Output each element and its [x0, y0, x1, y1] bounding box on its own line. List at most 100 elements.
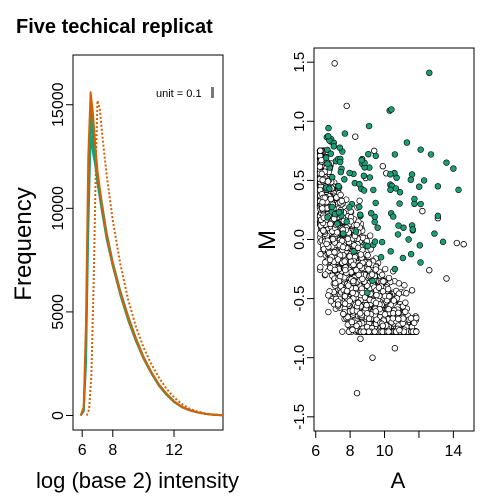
ma-highlighted-point — [350, 248, 357, 255]
ma-highlighted-point — [387, 171, 394, 178]
ma-cloud-point — [322, 271, 329, 278]
ma-cloud-point — [365, 260, 373, 267]
ma-cloud-point — [360, 328, 367, 335]
ma-cloud-point — [375, 284, 383, 291]
ma-cloud-point — [332, 280, 339, 287]
ma-highlighted-point — [407, 250, 415, 258]
frequency-y-axis: 0 5000 10000 15000 — [50, 82, 74, 420]
ma-cloud-point — [326, 256, 334, 263]
ma-highlighted-point — [337, 168, 344, 176]
frequency-x-tick-label: 6 — [78, 442, 87, 459]
ma-cloud-point — [343, 287, 351, 295]
ma-x-tick-label: 8 — [346, 443, 355, 460]
ma-cloud-point — [411, 319, 418, 327]
ma-highlighted-point — [377, 254, 385, 261]
ma-cloud-point — [317, 264, 324, 271]
ma-highlighted-point — [395, 222, 402, 229]
ma-cloud-point — [322, 259, 329, 266]
ma-highlighted-point — [394, 231, 402, 238]
ma-highlighted-point — [325, 133, 332, 140]
ma-highlighted-point — [391, 151, 399, 158]
ma-point — [340, 310, 347, 318]
ma-highlighted-point — [450, 165, 457, 172]
ma-cloud-point — [368, 271, 376, 278]
ma-cloud-point — [403, 290, 410, 297]
ma-cloud-point — [345, 282, 352, 289]
ma-x-axis: 6 8 10 14 — [311, 430, 462, 460]
frequency-plot-box — [72, 54, 224, 431]
ma-cloud-point — [355, 299, 362, 307]
ma-point — [426, 267, 433, 274]
ma-highlighted-point — [335, 182, 342, 190]
ma-highlighted-point — [392, 185, 400, 192]
ma-cloud-point — [396, 327, 403, 334]
ma-point — [334, 301, 342, 308]
ma-highlighted-point — [388, 106, 395, 113]
ma-highlighted-point — [426, 69, 433, 77]
frequency-y-tick-label: 0 — [50, 411, 67, 420]
ma-highlighted-point — [434, 183, 442, 190]
ma-highlighted-point — [369, 277, 376, 285]
ma-y-tick-label: 1.0 — [291, 111, 308, 132]
ma-highlighted-point — [322, 154, 330, 162]
ma-y-tick-label: -1.5 — [291, 404, 308, 430]
ma-point — [391, 345, 399, 352]
ma-highlighted-point — [326, 185, 333, 192]
ma-point — [352, 133, 359, 140]
ma-cloud-point — [334, 256, 342, 263]
ma-y-axis: -1.5 -1.0 -0.5 0.0 0.5 1.0 1.5 — [291, 52, 315, 430]
ma-cloud-point — [395, 280, 403, 287]
ma-highlighted-point — [324, 214, 331, 221]
ma-highlighted-point — [391, 265, 399, 273]
ma-highlighted-point — [357, 211, 364, 218]
ma-cloud-point — [329, 236, 337, 243]
ma-cloud-point — [407, 315, 415, 322]
ma-highlighted-point — [364, 242, 371, 250]
ma-highlighted-point — [370, 186, 377, 194]
ma-highlighted-point — [329, 203, 336, 211]
ma-cloud-point — [320, 227, 327, 234]
ma-highlighted-point — [352, 228, 360, 235]
ma-highlighted-point — [427, 151, 435, 158]
ma-cloud-point — [339, 328, 346, 335]
ma-highlighted-point — [387, 186, 394, 194]
ma-highlighted-point — [434, 212, 442, 220]
ma-highlighted-point — [371, 238, 379, 245]
frequency-x-tick-label: 12 — [165, 442, 183, 459]
ma-highlighted-point — [409, 226, 416, 233]
ma-highlighted-point — [346, 169, 353, 177]
ma-cloud-point — [327, 220, 334, 228]
ma-cloud-point — [319, 199, 326, 206]
ma-cloud-point — [402, 308, 409, 315]
ma-cloud-point — [344, 235, 352, 243]
ma-cloud-point — [390, 297, 398, 304]
ma-highlighted-point — [325, 124, 332, 132]
ma-highlighted-point — [336, 144, 343, 151]
ma-x-axis-label: A — [391, 468, 406, 493]
ma-highlighted-point — [416, 183, 423, 190]
ma-cloud-point — [385, 306, 392, 313]
ma-highlighted-point — [416, 242, 423, 249]
ma-highlighted-point — [443, 159, 450, 166]
ma-cloud-point — [341, 300, 349, 307]
ma-cloud-point — [319, 205, 326, 212]
ma-cloud-point — [327, 195, 334, 203]
ma-cloud-point — [364, 310, 371, 317]
ma-point — [365, 315, 373, 322]
ma-cloud-point — [364, 252, 371, 259]
ma-highlighted-point — [335, 209, 343, 216]
ma-cloud-point — [382, 265, 389, 273]
ma-cloud-point — [337, 191, 344, 199]
ma-highlighted-point — [365, 151, 372, 158]
ma-cloud-point — [371, 328, 378, 335]
ma-y-tick-label: 0.5 — [291, 170, 308, 191]
ma-cloud-point — [395, 315, 402, 323]
ma-highlighted-point — [337, 158, 344, 166]
ma-y-tick-label: -0.5 — [291, 286, 308, 312]
ma-highlighted-point — [420, 177, 428, 184]
ma-highlighted-point — [396, 200, 403, 207]
ma-highlighted-point — [405, 236, 412, 243]
frequency-y-axis-label: Frequency — [10, 187, 37, 300]
ma-cloud-point — [350, 278, 357, 285]
ma-highlighted-point — [324, 160, 331, 167]
